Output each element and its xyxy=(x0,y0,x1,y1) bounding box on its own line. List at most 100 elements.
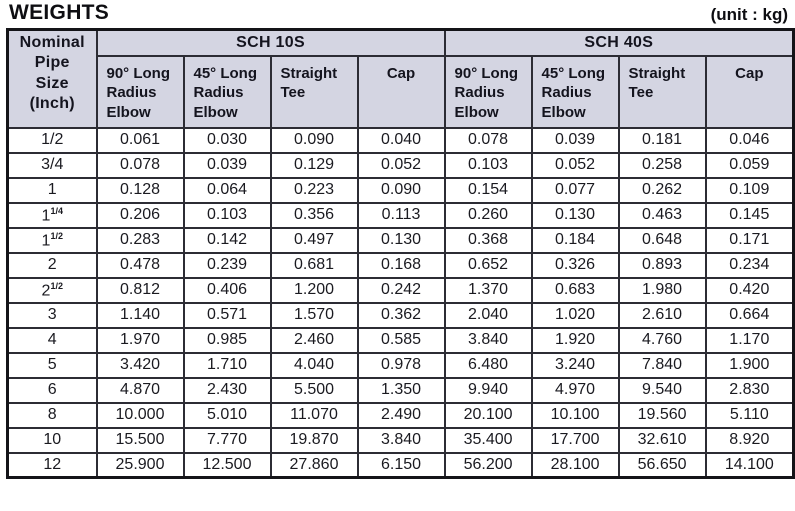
weight-cell: 12.500 xyxy=(182,451,272,479)
weight-cell: 0.052 xyxy=(530,151,620,179)
weight-cell: 4.040 xyxy=(269,351,359,379)
table-row: 3/4 0.078 0.039 0.129 0.052 0.103 0.052 0.258 0.… xyxy=(6,151,795,179)
weight-cell: 0.326 xyxy=(530,251,620,279)
weight-cell: 1.570 xyxy=(269,301,359,329)
weight-cell: 1.900 xyxy=(704,351,795,379)
weight-cell: 0.077 xyxy=(530,176,620,204)
pipe-size-cell: 8 xyxy=(6,401,98,429)
weight-cell: 0.113 xyxy=(356,201,446,229)
weight-cell: 0.154 xyxy=(443,176,533,204)
weight-cell: 0.109 xyxy=(704,176,795,204)
pipe-size-cell: 1/2 xyxy=(6,126,98,154)
weight-cell: 0.893 xyxy=(617,251,707,279)
weight-cell: 2.040 xyxy=(443,301,533,329)
weights-table: Nominal Pipe Size (Inch) SCH 10S SCH 40S… xyxy=(6,28,795,480)
table-row: 11/4 0.206 0.103 0.356 0.113 0.260 0.130 0.463 0… xyxy=(6,201,795,229)
weight-cell: 3.840 xyxy=(356,426,446,454)
weight-cell: 0.978 xyxy=(356,351,446,379)
page-header: WEIGHTS (unit : kg) xyxy=(0,0,795,28)
weight-cell: 1.140 xyxy=(95,301,185,329)
weight-cell: 0.039 xyxy=(182,151,272,179)
weight-cell: 0.356 xyxy=(269,201,359,229)
weight-cell: 1.200 xyxy=(269,276,359,304)
weight-cell: 1.980 xyxy=(617,276,707,304)
weight-cell: 0.078 xyxy=(95,151,185,179)
weight-cell: 32.610 xyxy=(617,426,707,454)
weight-cell: 0.145 xyxy=(704,201,795,229)
weight-cell: 0.242 xyxy=(356,276,446,304)
weight-cell: 0.648 xyxy=(617,226,707,254)
corner-header: Nominal Pipe Size (Inch) xyxy=(6,28,98,129)
weight-cell: 0.683 xyxy=(530,276,620,304)
page-title: WEIGHTS xyxy=(9,1,110,24)
weight-cell: 10.100 xyxy=(530,401,620,429)
weight-cell: 0.260 xyxy=(443,201,533,229)
weight-cell: 5.010 xyxy=(182,401,272,429)
pipe-size-cell: 12 xyxy=(6,451,98,479)
weight-cell: 0.142 xyxy=(182,226,272,254)
table-row: 21/2 0.812 0.406 1.200 0.242 1.370 0.683 1.980 0… xyxy=(6,276,795,304)
table-row: 5 3.420 1.710 4.040 0.978 6.480 3.240 7.840 1.90… xyxy=(6,351,795,379)
weight-cell: 19.870 xyxy=(269,426,359,454)
weight-cell: 0.059 xyxy=(704,151,795,179)
weight-cell: 4.760 xyxy=(617,326,707,354)
weight-cell: 0.040 xyxy=(356,126,446,154)
weight-cell: 2.490 xyxy=(356,401,446,429)
weight-cell: 2.460 xyxy=(269,326,359,354)
col-header-10s-90-elbow: 90° Long Radius Elbow xyxy=(95,54,185,129)
table-row: 10 15.500 7.770 19.870 3.840 35.400 17.700 32.6… xyxy=(6,426,795,454)
weight-cell: 0.406 xyxy=(182,276,272,304)
weight-cell: 0.064 xyxy=(182,176,272,204)
pipe-size-cell: 2 xyxy=(6,251,98,279)
weight-cell: 0.184 xyxy=(530,226,620,254)
weight-cell: 28.100 xyxy=(530,451,620,479)
col-header-40s-45-elbow: 45° Long Radius Elbow xyxy=(530,54,620,129)
weight-cell: 14.100 xyxy=(704,451,795,479)
weight-cell: 0.078 xyxy=(443,126,533,154)
weight-cell: 0.223 xyxy=(269,176,359,204)
weight-cell: 19.560 xyxy=(617,401,707,429)
weight-cell: 0.129 xyxy=(269,151,359,179)
table-row: 12 25.900 12.500 27.860 6.150 56.200 28.100 56.… xyxy=(6,451,795,479)
weight-cell: 3.420 xyxy=(95,351,185,379)
weight-cell: 0.239 xyxy=(182,251,272,279)
col-header-10s-45-elbow: 45° Long Radius Elbow xyxy=(182,54,272,129)
weight-cell: 4.970 xyxy=(530,376,620,404)
table-row: 4 1.970 0.985 2.460 0.585 3.840 1.920 4.760 1.17… xyxy=(6,326,795,354)
pipe-size-cell: 10 xyxy=(6,426,98,454)
weight-cell: 0.420 xyxy=(704,276,795,304)
weight-cell: 1.170 xyxy=(704,326,795,354)
group-header-sch10s: SCH 10S xyxy=(95,28,446,57)
weight-cell: 0.052 xyxy=(356,151,446,179)
weight-cell: 6.150 xyxy=(356,451,446,479)
col-header-40s-cap: Cap xyxy=(704,54,795,129)
table-body: 1/2 0.061 0.030 0.090 0.040 0.078 0.039 0.181 0.… xyxy=(6,126,795,479)
weight-cell: 0.030 xyxy=(182,126,272,154)
weight-cell: 5.500 xyxy=(269,376,359,404)
group-header-sch40s: SCH 40S xyxy=(443,28,795,57)
weight-cell: 0.362 xyxy=(356,301,446,329)
pipe-size-cell: 11/4 xyxy=(6,201,98,229)
table-row: 1 0.128 0.064 0.223 0.090 0.154 0.077 0.262 0.10… xyxy=(6,176,795,204)
weight-cell: 9.940 xyxy=(443,376,533,404)
weight-cell: 0.090 xyxy=(356,176,446,204)
pipe-size-cell: 5 xyxy=(6,351,98,379)
weight-cell: 0.368 xyxy=(443,226,533,254)
weight-cell: 5.110 xyxy=(704,401,795,429)
weight-cell: 0.130 xyxy=(356,226,446,254)
table-row: 1/2 0.061 0.030 0.090 0.040 0.078 0.039 0.181 0.… xyxy=(6,126,795,154)
weight-cell: 1.350 xyxy=(356,376,446,404)
pipe-size-cell: 21/2 xyxy=(6,276,98,304)
pipe-size-cell: 6 xyxy=(6,376,98,404)
column-header-row: 90° Long Radius Elbow 45° Long Radius El… xyxy=(8,54,795,129)
weight-cell: 0.478 xyxy=(95,251,185,279)
weight-cell: 0.103 xyxy=(443,151,533,179)
weight-cell: 0.571 xyxy=(182,301,272,329)
table-row: 11/2 0.283 0.142 0.497 0.130 0.368 0.184 0.648 0… xyxy=(6,226,795,254)
weight-cell: 2.830 xyxy=(704,376,795,404)
weight-cell: 0.463 xyxy=(617,201,707,229)
weight-cell: 20.100 xyxy=(443,401,533,429)
weight-cell: 27.860 xyxy=(269,451,359,479)
weight-cell: 3.840 xyxy=(443,326,533,354)
weight-cell: 0.171 xyxy=(704,226,795,254)
